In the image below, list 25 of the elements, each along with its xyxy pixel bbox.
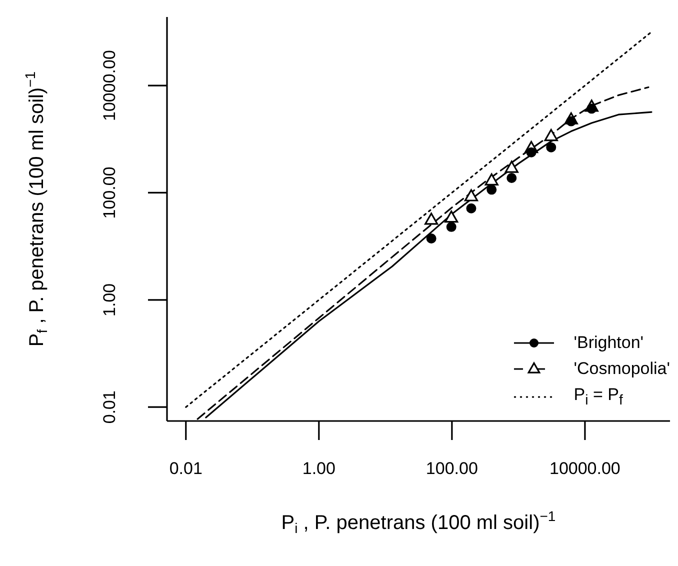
point [444,210,458,223]
point [484,173,498,186]
point [446,222,456,232]
point [506,173,517,184]
point [504,160,518,173]
point [466,203,476,214]
point [426,233,436,244]
x-tick-label: 100.00 [426,459,478,478]
y-tick-label: 10000.00 [100,50,119,121]
x-tick-label: 1.00 [302,459,336,478]
point [486,184,497,195]
y-tick-label: 100.00 [100,166,119,219]
point [544,128,558,142]
point [464,189,478,202]
legend-label: 'Brighton' [574,332,644,352]
x-tick-label: 10000.00 [549,459,620,478]
legend-label: P$_{i}$ = P$_{f}$ [574,384,623,408]
x-axis-title: P$_{i}$ , P. penetrans (100 ml soil)$^{−1}$ [281,508,556,536]
point [526,147,536,158]
x-tick-label: 0.01 [169,459,202,478]
point [424,212,438,225]
point [546,142,556,152]
legend-label: 'Cosmopolia' [574,358,670,378]
y-tick-label: 0.01 [100,390,119,424]
y-tick-label: 1.00 [100,283,119,316]
